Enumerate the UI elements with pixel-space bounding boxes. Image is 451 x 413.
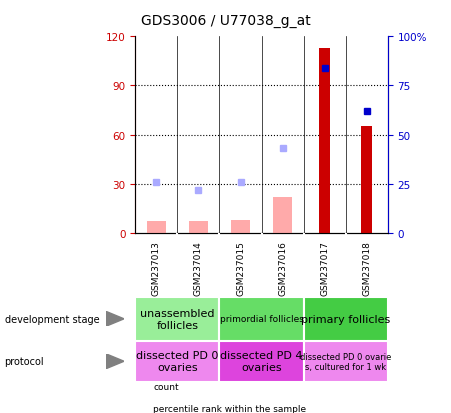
Text: primary follicles: primary follicles xyxy=(301,314,391,324)
Bar xyxy=(220,341,304,382)
Bar xyxy=(231,220,250,233)
Bar xyxy=(220,297,304,341)
Bar xyxy=(304,341,388,382)
Text: dissected PD 0 ovarie
s, cultured for 1 wk: dissected PD 0 ovarie s, cultured for 1 … xyxy=(300,352,391,371)
Text: GSM237014: GSM237014 xyxy=(194,241,203,296)
Bar xyxy=(135,297,220,341)
Text: GSM237016: GSM237016 xyxy=(278,241,287,296)
Text: percentile rank within the sample: percentile rank within the sample xyxy=(153,404,307,413)
Text: dissected PD 0
ovaries: dissected PD 0 ovaries xyxy=(136,351,219,372)
Text: GSM237017: GSM237017 xyxy=(320,241,329,296)
Bar xyxy=(135,341,220,382)
Bar xyxy=(273,197,292,233)
Bar xyxy=(304,297,388,341)
Polygon shape xyxy=(106,311,124,326)
Bar xyxy=(361,127,373,233)
Text: GDS3006 / U77038_g_at: GDS3006 / U77038_g_at xyxy=(141,14,310,28)
Polygon shape xyxy=(106,354,124,369)
Bar xyxy=(319,49,331,233)
Text: protocol: protocol xyxy=(5,356,44,366)
Text: GSM237013: GSM237013 xyxy=(152,241,161,296)
Text: unassembled
follicles: unassembled follicles xyxy=(140,308,215,330)
Bar xyxy=(147,222,166,233)
Text: dissected PD 4
ovaries: dissected PD 4 ovaries xyxy=(221,351,303,372)
Text: GSM237015: GSM237015 xyxy=(236,241,245,296)
Text: count: count xyxy=(153,382,179,391)
Text: development stage: development stage xyxy=(5,314,99,324)
Text: GSM237018: GSM237018 xyxy=(362,241,371,296)
Bar xyxy=(189,222,208,233)
Text: primordial follicles: primordial follicles xyxy=(220,315,304,323)
